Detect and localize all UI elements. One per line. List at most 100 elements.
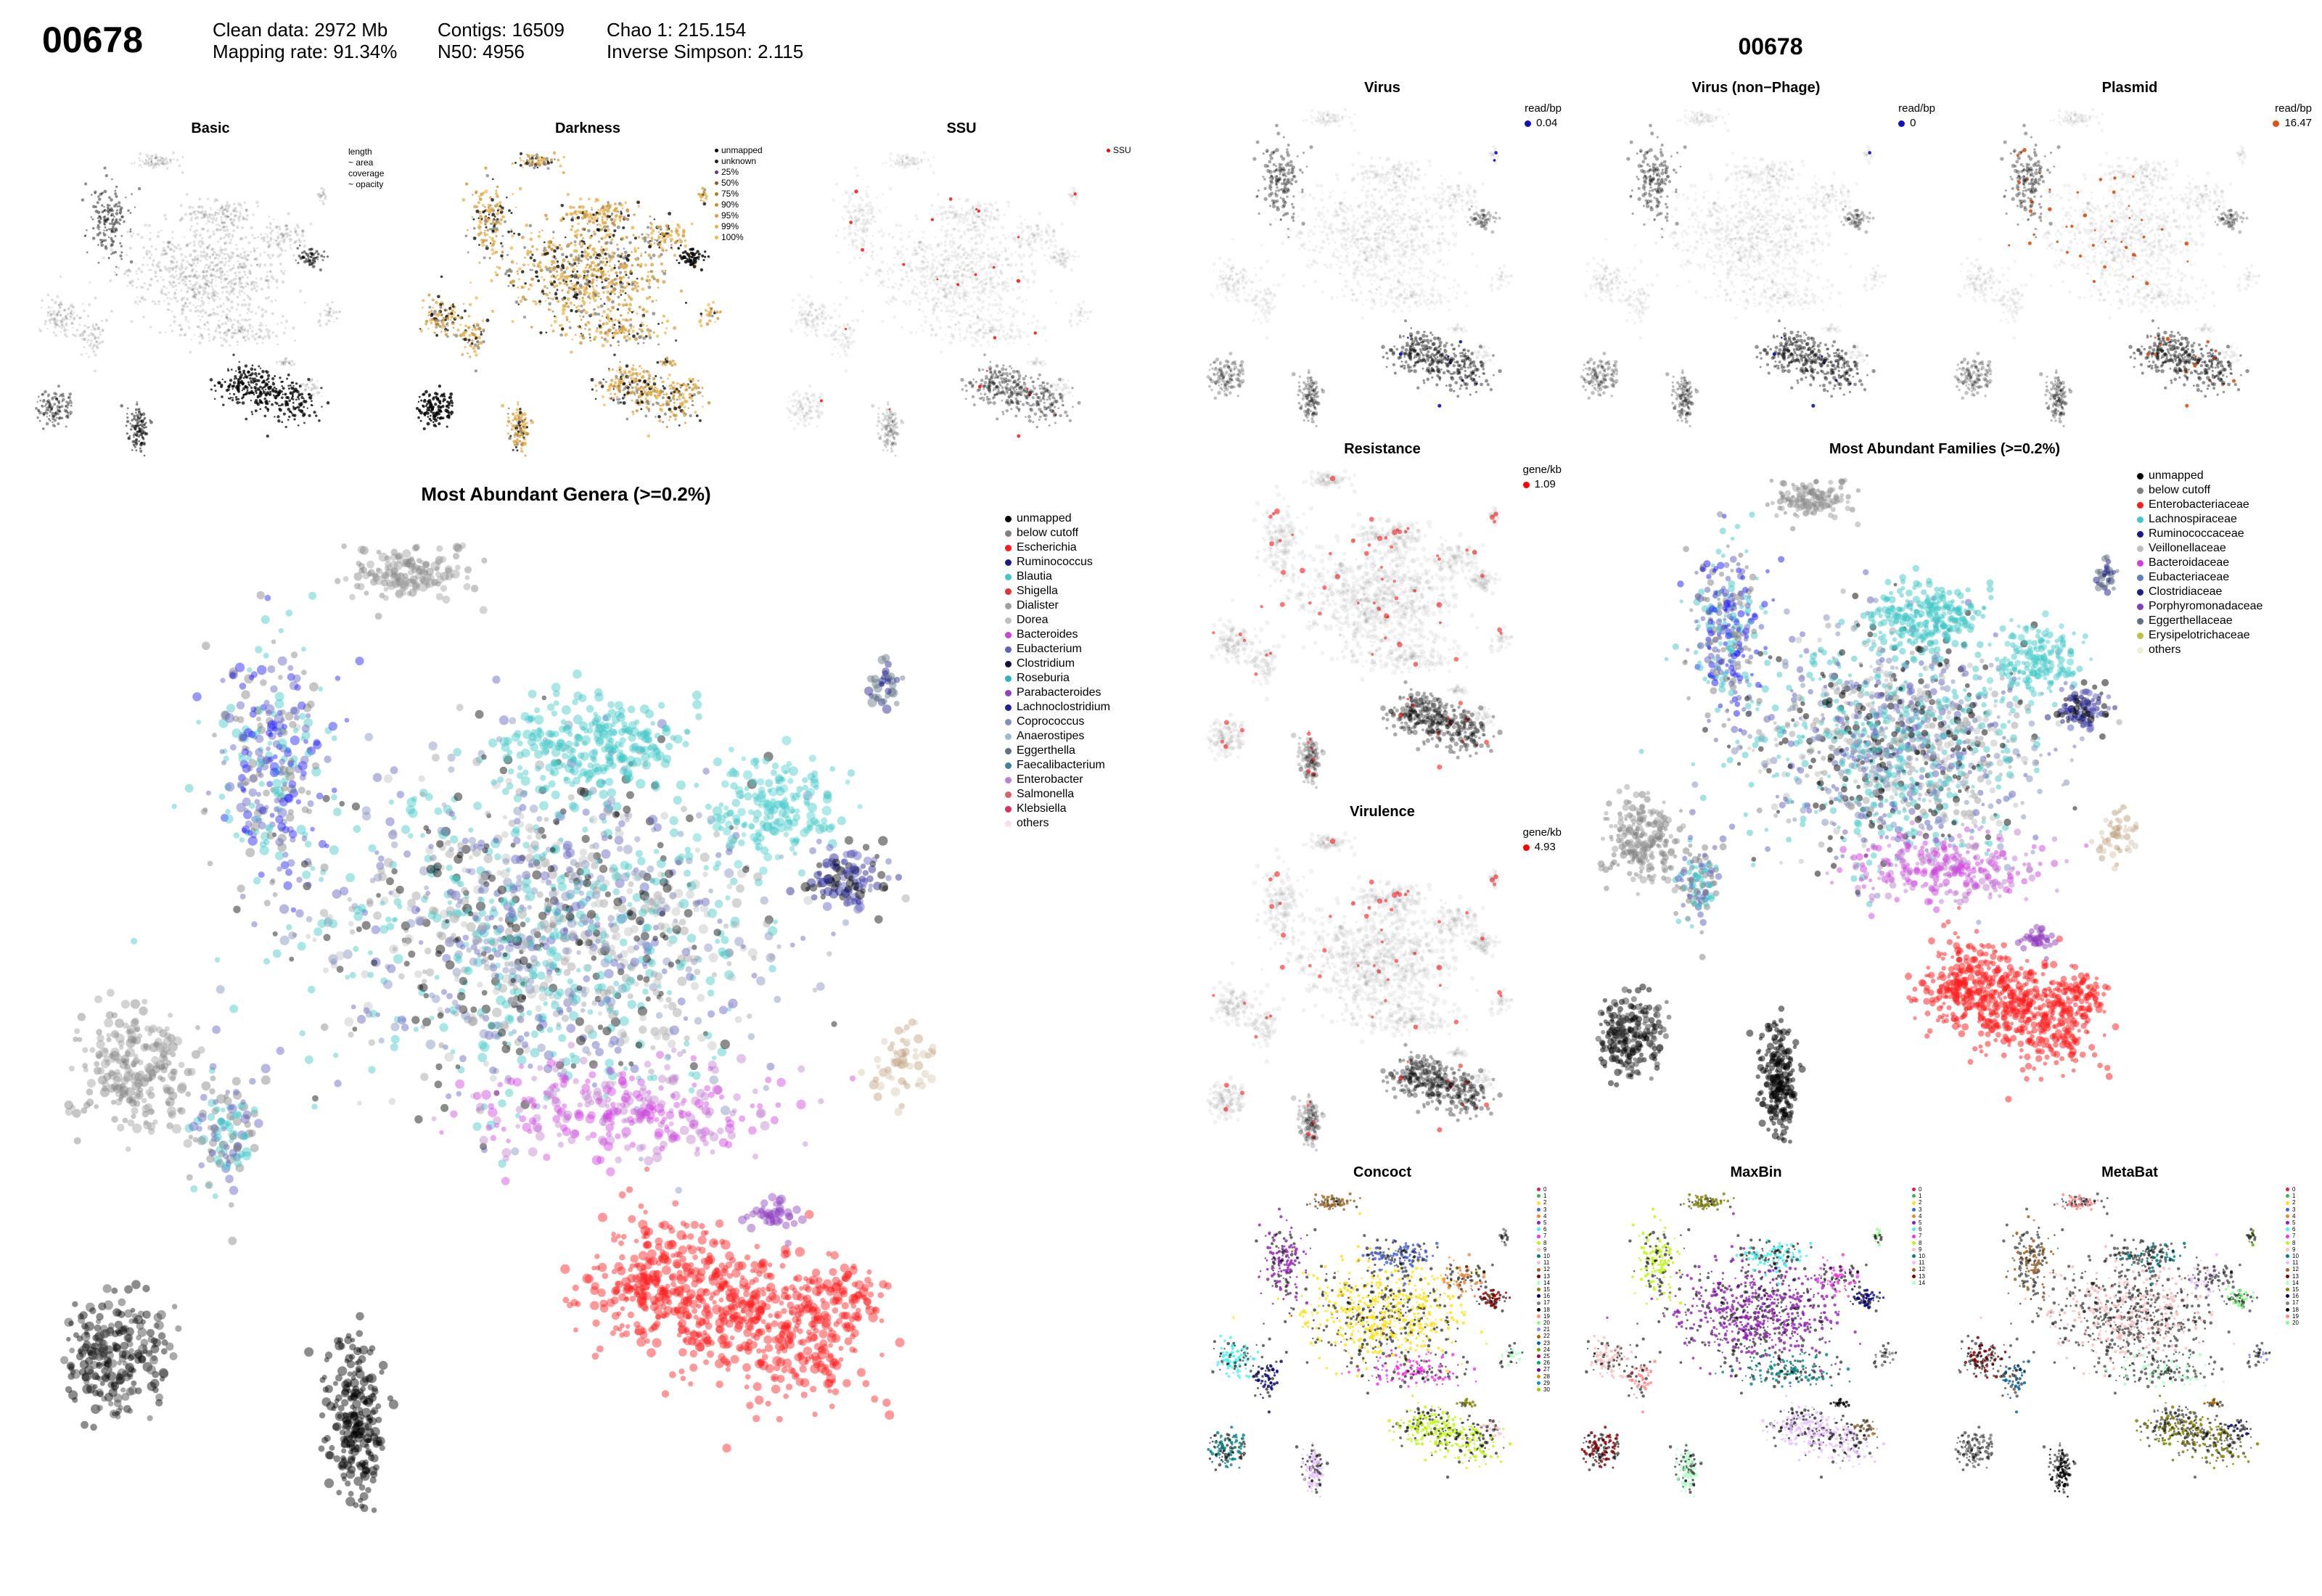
data-point bbox=[983, 283, 987, 287]
data-point bbox=[500, 254, 504, 258]
data-point bbox=[704, 255, 707, 258]
data-point bbox=[60, 320, 63, 324]
data-point bbox=[49, 414, 51, 417]
data-point bbox=[152, 166, 155, 170]
data-point bbox=[170, 260, 173, 264]
data-point bbox=[191, 268, 195, 271]
data-point bbox=[519, 152, 523, 155]
data-point bbox=[179, 267, 181, 270]
data-point bbox=[468, 303, 472, 307]
data-point bbox=[247, 381, 250, 384]
data-point bbox=[977, 215, 980, 219]
data-point bbox=[594, 215, 596, 218]
data-point bbox=[191, 269, 194, 272]
data-point bbox=[218, 304, 223, 308]
data-point bbox=[308, 414, 311, 417]
data-point bbox=[610, 214, 613, 216]
data-point bbox=[944, 294, 948, 297]
data-point bbox=[544, 250, 547, 252]
data-point bbox=[203, 323, 206, 326]
data-point bbox=[114, 227, 118, 231]
data-point bbox=[87, 334, 91, 337]
data-point bbox=[608, 260, 612, 263]
data-point bbox=[51, 414, 54, 418]
data-point bbox=[922, 243, 925, 247]
data-point bbox=[316, 252, 320, 256]
data-point bbox=[193, 295, 196, 298]
data-point bbox=[521, 297, 525, 300]
data-point bbox=[204, 257, 207, 260]
data-point bbox=[627, 329, 631, 333]
data-point bbox=[625, 417, 629, 421]
data-point bbox=[51, 398, 54, 400]
data-point bbox=[499, 218, 503, 222]
data-point bbox=[143, 416, 147, 420]
data-point bbox=[444, 333, 448, 337]
data-point bbox=[63, 309, 66, 311]
data-point bbox=[199, 244, 202, 248]
data-point bbox=[135, 270, 138, 273]
data-point bbox=[45, 411, 49, 415]
data-point bbox=[678, 398, 681, 400]
data-point bbox=[207, 284, 210, 287]
data-point bbox=[127, 209, 130, 213]
data-point bbox=[446, 329, 449, 332]
data-point bbox=[634, 368, 638, 371]
data-point bbox=[608, 232, 612, 236]
data-point bbox=[666, 234, 670, 239]
data-point bbox=[522, 412, 527, 416]
data-point bbox=[637, 236, 641, 239]
data-point bbox=[98, 341, 102, 345]
data-point bbox=[650, 231, 654, 235]
data-point bbox=[176, 158, 179, 162]
data-point bbox=[250, 282, 254, 285]
data-point bbox=[565, 255, 568, 259]
data-point bbox=[206, 321, 209, 324]
data-point bbox=[115, 202, 118, 206]
data-point bbox=[135, 438, 138, 442]
data-point bbox=[207, 292, 210, 296]
data-point bbox=[266, 279, 271, 282]
data-point bbox=[197, 254, 199, 257]
data-point bbox=[203, 287, 208, 290]
data-point bbox=[613, 324, 616, 326]
data-point bbox=[239, 330, 243, 333]
data-point bbox=[540, 158, 543, 163]
data-point bbox=[47, 393, 50, 397]
data-point bbox=[586, 273, 589, 276]
data-point bbox=[220, 206, 223, 210]
data-point bbox=[514, 445, 517, 447]
data-point bbox=[194, 249, 197, 253]
data-point bbox=[329, 308, 332, 310]
data-point bbox=[234, 386, 238, 390]
data-point bbox=[599, 381, 602, 385]
data-point bbox=[613, 292, 616, 295]
data-point bbox=[980, 289, 985, 294]
data-point bbox=[623, 382, 626, 384]
data-point bbox=[520, 419, 524, 423]
data-point bbox=[573, 262, 577, 266]
data-point bbox=[713, 311, 716, 315]
data-point bbox=[945, 296, 948, 299]
data-point bbox=[899, 268, 902, 271]
data-point bbox=[526, 250, 530, 252]
data-point bbox=[943, 234, 948, 238]
data-point bbox=[216, 292, 219, 295]
data-point bbox=[226, 277, 229, 281]
data-point bbox=[212, 292, 216, 296]
data-point bbox=[141, 160, 144, 163]
data-point bbox=[276, 231, 279, 234]
data-point bbox=[219, 277, 223, 281]
data-point bbox=[204, 279, 208, 282]
data-point bbox=[605, 233, 610, 237]
data-point bbox=[998, 303, 1003, 307]
data-point bbox=[50, 298, 54, 302]
data-point bbox=[1058, 252, 1062, 257]
data-point bbox=[331, 300, 334, 304]
data-point bbox=[525, 426, 528, 429]
data-point bbox=[571, 253, 573, 255]
data-point bbox=[914, 265, 918, 269]
data-point bbox=[618, 276, 623, 280]
data-point bbox=[222, 337, 226, 341]
data-point bbox=[227, 215, 231, 218]
